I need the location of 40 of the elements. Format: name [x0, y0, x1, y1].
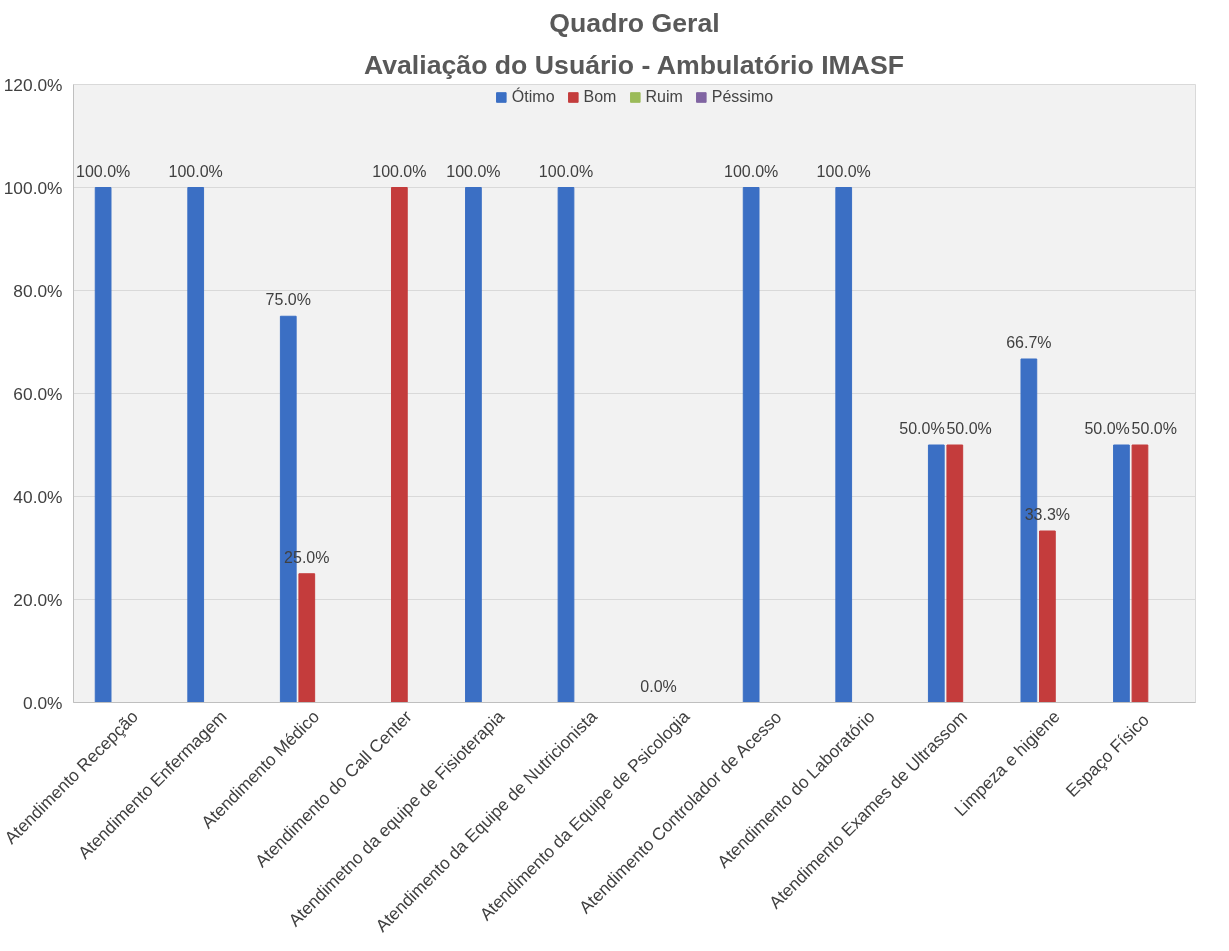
bar [1131, 444, 1149, 703]
bar [946, 444, 964, 703]
legend-label: Ótimo [511, 88, 555, 106]
bar [187, 187, 205, 703]
bar [835, 187, 853, 703]
bar [465, 187, 482, 703]
data-label: 100.0% [168, 162, 223, 180]
y-tick-label: 40.0% [13, 486, 63, 507]
bar [390, 187, 408, 703]
bar [742, 187, 760, 703]
chart-subtitle: Avaliação do Usuário - Ambulatório IMASF [363, 49, 905, 80]
y-tick-label: 0.0% [23, 692, 63, 713]
bar [1113, 444, 1130, 703]
bar [557, 187, 575, 703]
data-label: 100.0% [446, 162, 501, 180]
legend-label: Ruim [645, 88, 683, 106]
legend-label: Bom [583, 88, 617, 106]
data-label: 100.0% [816, 162, 871, 180]
data-label: 50.0% [899, 420, 945, 437]
data-label: 0.0% [640, 677, 677, 695]
data-label: 100.0% [538, 162, 594, 180]
legend-label: Péssimo [711, 88, 774, 106]
data-label: 50.0% [1084, 420, 1130, 437]
data-label: 100.0% [372, 162, 427, 180]
data-label: 100.0% [75, 162, 131, 180]
data-label: 50.0% [1131, 420, 1177, 437]
bar [94, 187, 112, 703]
data-label: 100.0% [724, 162, 779, 180]
data-label: 50.0% [946, 420, 992, 437]
chart-title: Quadro Geral [549, 7, 720, 38]
data-label: 66.7% [1006, 333, 1052, 351]
data-label: 75.0% [265, 291, 311, 309]
bar [298, 573, 316, 703]
y-tick-label: 80.0% [13, 280, 63, 301]
y-tick-label: 120.0% [3, 74, 63, 95]
bar [927, 444, 945, 703]
y-tick-label: 100.0% [3, 177, 63, 198]
y-tick-label: 20.0% [13, 589, 63, 610]
bar [1039, 530, 1056, 703]
y-tick-label: 60.0% [13, 383, 63, 404]
